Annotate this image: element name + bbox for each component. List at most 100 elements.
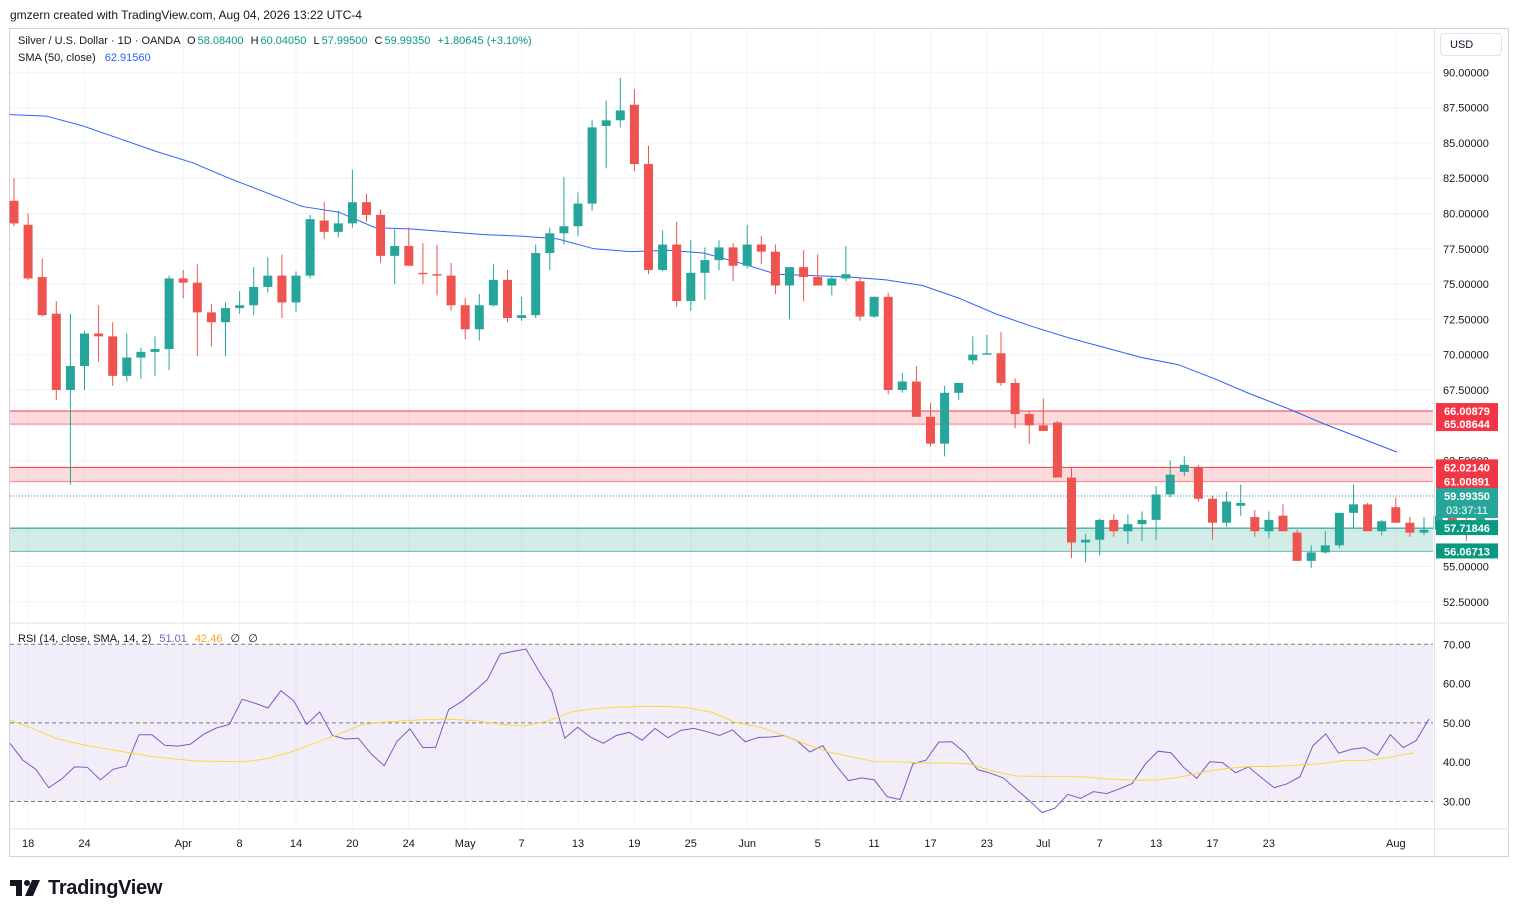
candle-up — [1222, 501, 1232, 523]
candle-down — [1038, 425, 1048, 431]
symbol-legend[interactable]: Silver / U.S. Dollar · 1D · OANDA O 58.08… — [18, 35, 532, 47]
candle-up — [1151, 494, 1161, 520]
candle-up — [559, 226, 569, 234]
candle-down — [728, 247, 738, 266]
candle-up — [1095, 519, 1105, 540]
candle-up — [940, 392, 950, 444]
candle-up — [573, 203, 583, 227]
last-price-tag — [1436, 487, 1498, 518]
rsi-sma-line — [9, 705, 1415, 781]
candle-up — [686, 272, 696, 302]
last-price-label: 59.99350 — [1444, 491, 1490, 503]
candle-down — [9, 200, 19, 224]
y-tick-label: 72.50000 — [1443, 314, 1489, 326]
candle-up — [1349, 504, 1358, 513]
y-tick-label: 67.50000 — [1443, 385, 1489, 397]
candle-down — [206, 312, 216, 323]
rsi-extra-1: ∅ — [230, 633, 241, 645]
candle-down — [446, 275, 456, 306]
candle-down — [1067, 477, 1076, 543]
price-level-label: 66.00879 — [1444, 406, 1490, 418]
candle-up — [150, 349, 160, 352]
x-tick-label: 20 — [346, 838, 358, 850]
candle-down — [192, 282, 202, 313]
high-label: H — [250, 35, 259, 47]
candle-up — [1419, 529, 1429, 533]
candle-down — [1024, 414, 1034, 426]
rsi-tick-label: 30.00 — [1443, 797, 1471, 809]
candle-up — [517, 315, 527, 318]
high-value: 60.04050 — [260, 35, 307, 47]
candle-up — [221, 308, 230, 323]
x-tick-label: 18 — [22, 838, 34, 850]
candle-down — [883, 296, 893, 390]
x-tick-label: 23 — [981, 838, 993, 850]
x-tick-label: 23 — [1263, 838, 1275, 850]
candle-down — [23, 224, 33, 279]
sma-legend[interactable]: SMA (50, close) 62.91560 — [18, 52, 151, 64]
candle-down — [855, 281, 865, 317]
candle-down — [94, 333, 104, 337]
candle-up — [249, 286, 259, 306]
chart-frame — [9, 28, 1509, 857]
candle-down — [277, 275, 287, 303]
price-level-tag — [1436, 403, 1498, 419]
candle-up — [1264, 519, 1274, 532]
price-level-label: 56.06713 — [1444, 546, 1490, 558]
candle-down — [418, 272, 428, 275]
x-tick-label: 13 — [1150, 838, 1162, 850]
candle-down — [460, 305, 470, 330]
tradingview-logo[interactable]: TradingView — [10, 876, 162, 900]
candle-up — [1165, 474, 1175, 495]
candle-down — [1010, 382, 1020, 415]
candle-up — [531, 253, 541, 316]
price-level-tag — [1436, 416, 1498, 432]
candle-down — [1278, 515, 1288, 532]
candle-down — [51, 313, 61, 390]
price-level-tag — [1436, 543, 1498, 559]
candle-down — [799, 267, 809, 278]
candle-up — [841, 274, 851, 279]
sma-line-layer — [9, 114, 1398, 453]
candle-up — [488, 279, 498, 306]
price-level-label: 57.71846 — [1444, 523, 1490, 535]
x-tick-label: 13 — [572, 838, 584, 850]
x-tick-label: 17 — [1206, 838, 1218, 850]
x-tick-label: 17 — [924, 838, 936, 850]
candle-up — [700, 260, 710, 273]
candle-down — [756, 244, 766, 252]
candle-down — [376, 214, 386, 256]
x-tick-label: Apr — [175, 838, 192, 850]
candle-down — [926, 416, 935, 444]
candle-up — [742, 244, 752, 266]
price-level-zones — [10, 410, 1433, 552]
rsi-sma-value: 42.46 — [194, 633, 223, 645]
currency-button[interactable]: USD — [1440, 33, 1502, 56]
candlestick-series — [9, 77, 1485, 568]
close-label: C — [374, 35, 383, 47]
candle-up — [1334, 512, 1344, 546]
y-tick-label: 75.00000 — [1443, 279, 1489, 291]
y-tick-label: 77.50000 — [1443, 244, 1489, 256]
x-tick-label: May — [455, 838, 476, 850]
candle-down — [1391, 507, 1401, 523]
close-value: 59.99350 — [384, 35, 431, 47]
x-tick-label: 8 — [237, 838, 243, 850]
rsi-tick-label: 50.00 — [1443, 718, 1471, 730]
x-tick-label: 25 — [685, 838, 697, 850]
candle-down — [996, 353, 1006, 383]
x-tick-label: 19 — [628, 838, 640, 850]
x-tick-label: 5 — [815, 838, 821, 850]
rsi-legend[interactable]: RSI (14, close, SMA, 14, 2) 51.01 42.46 … — [18, 632, 258, 645]
candle-up — [714, 247, 724, 261]
y-tick-label: 55.00000 — [1443, 562, 1489, 574]
x-tick-label: Jul — [1036, 838, 1050, 850]
candle-down — [1052, 422, 1062, 478]
candle-up — [122, 357, 132, 376]
candle-down — [770, 251, 780, 286]
candle-up — [65, 365, 75, 390]
candle-up — [1123, 524, 1133, 532]
candle-down — [644, 164, 653, 270]
x-tick-label: 7 — [1097, 838, 1103, 850]
